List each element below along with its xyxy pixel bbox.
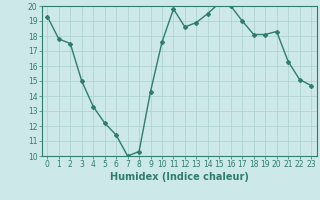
- X-axis label: Humidex (Indice chaleur): Humidex (Indice chaleur): [110, 172, 249, 182]
